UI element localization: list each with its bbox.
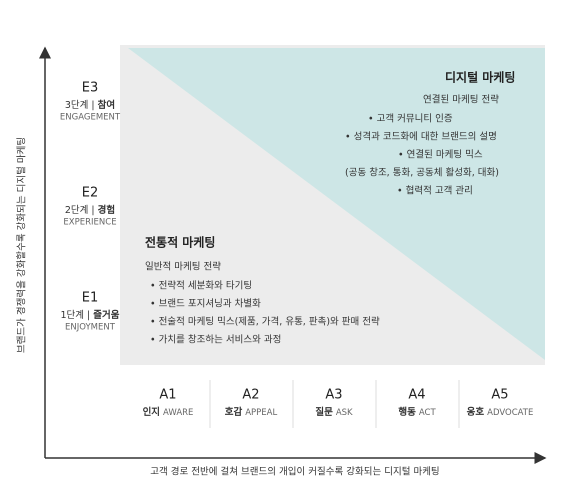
block-item: • 전술적 마케팅 믹스(제품, 가격, 유통, 판촉)와 판매 전략 [150,316,380,328]
stage-english: APPEAL [245,408,277,418]
stage-code: A5 [491,388,508,403]
digital-triangle [128,48,545,360]
block-subtitle: 일반적 마케팅 전략 [145,261,221,273]
stage-title: 옹호 [467,407,485,418]
stage-title: 인지 [143,406,160,418]
level-english: EXPERIENCE [63,218,116,228]
stage-title: 행동 [398,406,416,418]
level-title: 참여 [98,99,115,111]
level-code: E2 [82,186,99,201]
stage-title: 질문 [315,406,333,418]
stage-english: AWARE [163,408,193,418]
block-item: • 브랜드 포지셔닝과 차별화 [150,298,261,310]
y-axis-label: 브랜드가 경쟁력을 강화할수록 강화되는 디지털 마케팅 [16,137,28,353]
stage-english: ASK [336,408,353,418]
level-english: ENGAGEMENT [60,113,121,123]
level-step: 1단계 [61,309,85,321]
block-item: • 연결된 마케팅 믹스 [398,149,483,161]
level-code: E3 [82,81,99,96]
stage-code: A1 [159,388,176,403]
stage-code: A4 [408,388,425,403]
stage-title: 호감 [225,406,243,418]
level-name: 2단계 | 경험 [65,204,115,216]
block-item: • 협력적 고객 관리 [397,185,473,197]
stage-code: A3 [325,388,342,403]
separator: | [91,100,94,111]
level-name: 3단계 | 참여 [65,99,115,111]
level-title: 경험 [98,204,115,216]
block-item: (공동 창조, 통화, 공동체 활성화, 대화) [345,167,499,179]
stage-name: 호감 APPEAL [225,406,278,418]
level-code: E1 [82,291,99,306]
stage-english: ACT [419,408,437,418]
block-subtitle: 연결된 마케팅 전략 [423,94,499,106]
level-english: ENJOYMENT [65,323,116,333]
stage-name: 행동 ACT [398,406,436,418]
stage-english: ADVOCATE [487,408,533,418]
stage-code: A2 [242,388,259,403]
block-item: • 성격과 코드화에 대한 브랜드의 설명 [345,131,497,143]
x-axis-label: 고객 경로 전반에 걸쳐 브랜드의 개입이 커질수록 강화되는 디지털 마케팅 [150,466,439,478]
stage-name: 질문 ASK [315,406,353,418]
block-title: 디지털 마케팅 [445,70,515,85]
block-item: • 전략적 세분화와 타기팅 [150,280,252,292]
stage-name: 인지 AWARE [143,406,194,418]
level-title: 즐거움 [93,309,119,321]
level-name: 1단계 | 즐거움 [61,309,120,321]
block-item: • 가치를 창조하는 서비스와 과정 [150,334,281,346]
block-title: 전통적 마케팅 [145,235,215,250]
block-item: • 고객 커뮤니티 인증 [368,114,453,125]
separator: | [91,205,94,216]
level-step: 2단계 [65,204,89,216]
separator: | [87,310,90,321]
level-step: 3단계 [65,99,89,111]
stage-name: 옹호 ADVOCATE [467,407,534,418]
